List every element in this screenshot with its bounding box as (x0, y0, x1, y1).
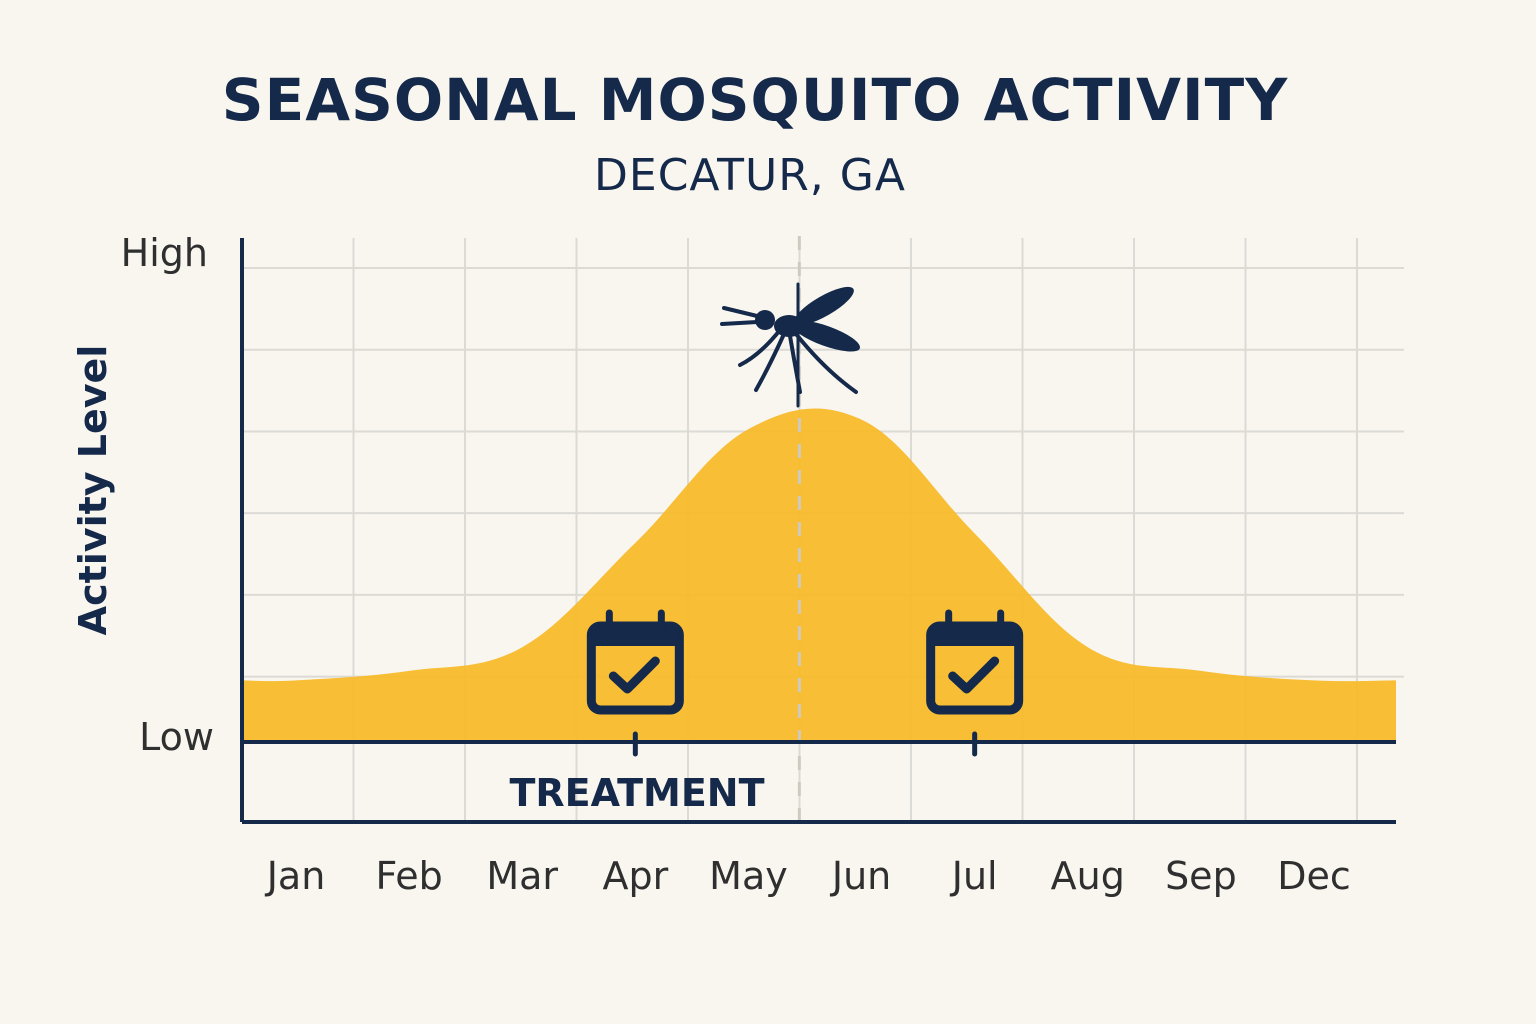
calendar-check-icon (926, 609, 1024, 715)
x-tick-label: Jul (950, 854, 998, 898)
y-axis-label: Activity Level (71, 345, 115, 636)
x-tick-label: May (709, 854, 788, 898)
chart-title: SEASONAL MOSQUITO ACTIVITY (222, 66, 1288, 134)
calendar-check-icon (586, 609, 684, 715)
x-tick-label: Sep (1165, 854, 1237, 898)
x-tick-label: Mar (486, 854, 558, 898)
x-tick-label: Jun (830, 854, 891, 898)
chart-subtitle: DECATUR, GA (594, 150, 906, 201)
y-tick-high: High (121, 231, 208, 275)
x-tick-label: Aug (1051, 854, 1125, 898)
mosquito-icon (720, 282, 861, 408)
x-tick-label: Feb (375, 854, 442, 898)
activity-area (242, 408, 1396, 742)
x-tick-label: Apr (602, 854, 668, 898)
treatment-label: TREATMENT (509, 771, 764, 815)
x-tick-label: Jan (265, 854, 326, 898)
x-tick-label: Dec (1277, 854, 1351, 898)
treatment-markers (586, 609, 1024, 757)
y-tick-low: Low (139, 715, 214, 759)
x-axis-ticks: Jan Feb Mar Apr May Jun Jul Aug Sep Dec (265, 854, 1351, 898)
